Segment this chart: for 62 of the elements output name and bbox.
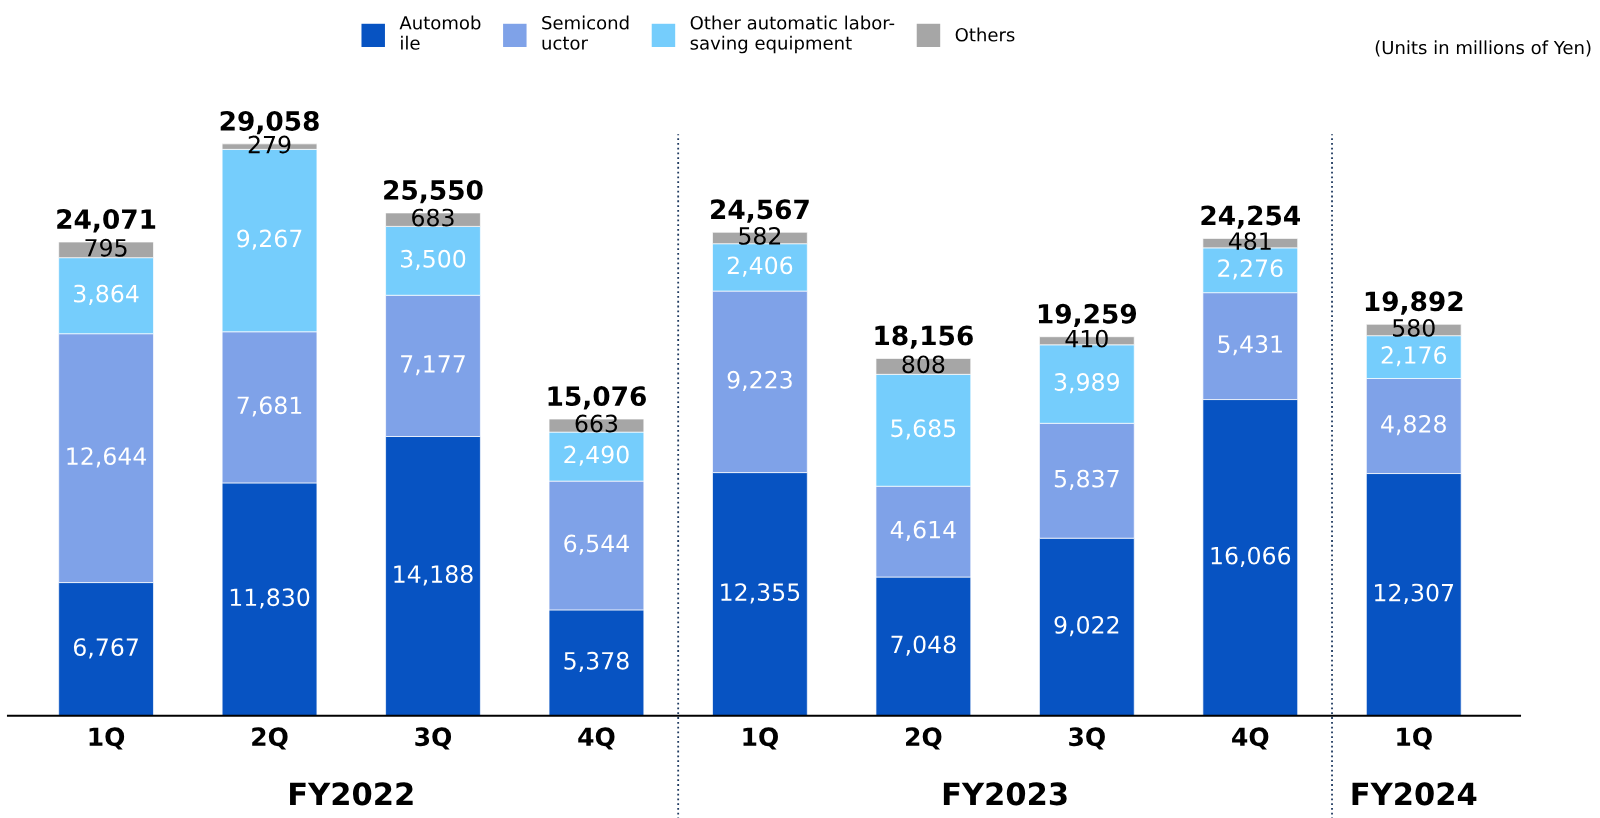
total-label: 24,254 [1201,205,1300,229]
data-label: 4,614 [890,520,956,541]
data-label: 7,177 [401,355,465,376]
data-label: 2,490 [564,445,629,466]
x-tick-label: 1Q [1397,727,1432,750]
text: FY2022 [290,782,413,806]
data-label: 5,837 [1054,469,1119,491]
data-label: 5,378 [564,651,629,673]
data-label: 7,681 [237,396,302,417]
data-label: 4,828 [1381,415,1446,436]
data-label: 14,188 [394,565,473,586]
x-tick-label: 1Q [89,727,125,750]
x-tick-label: 1Q [743,727,778,750]
data-label: 5,685 [891,419,956,440]
data-label: 2,276 [1218,259,1283,280]
data-label: 3,864 [74,284,139,305]
x-tick-label: 4Q [578,727,615,750]
total-label: 24,567 [711,199,809,223]
total-label: 24,071 [57,209,156,233]
data-label: 2,406 [727,256,793,277]
data-label: 9,267 [237,229,302,250]
total-label: 15,076 [548,386,646,410]
total-label: 19,892 [1365,291,1463,315]
x-tick-label: 3Q [415,727,452,750]
legend-label: Other automatic labor- saving equipment [690,15,895,54]
legend-label: Others [955,27,1015,42]
data-label: 663 [575,414,618,433]
x-tick-label: 3Q [1069,727,1105,750]
x-tick-label: 2Q [252,727,288,750]
data-label: 9,223 [727,370,792,392]
data-label: 12,307 [1375,583,1454,604]
legend-label: Automob ile [399,15,481,50]
data-label: 7,048 [891,635,956,656]
data-label: 683 [412,208,454,227]
x-tick-label: 2Q [906,727,942,750]
data-label: 410 [1065,329,1108,348]
data-label: 12,644 [67,447,147,468]
data-label: 279 [248,135,291,154]
legend-label: Semicond uctor [542,15,629,50]
text: FY2023 [943,782,1067,806]
x-tick-label: 4Q [1232,727,1269,750]
data-label: 11,830 [230,588,310,609]
data-label: 5,431 [1218,335,1282,356]
data-label: 580 [1393,318,1435,337]
text: FY2024 [1352,782,1477,806]
data-label: 6,767 [73,638,138,659]
data-label: 3,500 [401,249,466,271]
data-label: 12,355 [721,583,800,604]
total-label: 29,058 [220,110,319,135]
data-label: 2,176 [1381,346,1447,367]
data-label: 481 [1228,232,1271,250]
data-label: 16,066 [1211,546,1291,567]
data-label: 808 [902,355,945,374]
total-label: 18,156 [875,325,973,349]
total-label: 19,259 [1038,303,1137,328]
data-label: 9,022 [1054,615,1119,637]
text: (Units in millions of Yen) [1375,40,1591,57]
data-label: 795 [85,238,127,257]
data-label: 6,544 [564,534,629,555]
data-label: 3,989 [1054,373,1119,394]
total-label: 25,550 [384,179,483,204]
data-label: 582 [739,226,781,245]
